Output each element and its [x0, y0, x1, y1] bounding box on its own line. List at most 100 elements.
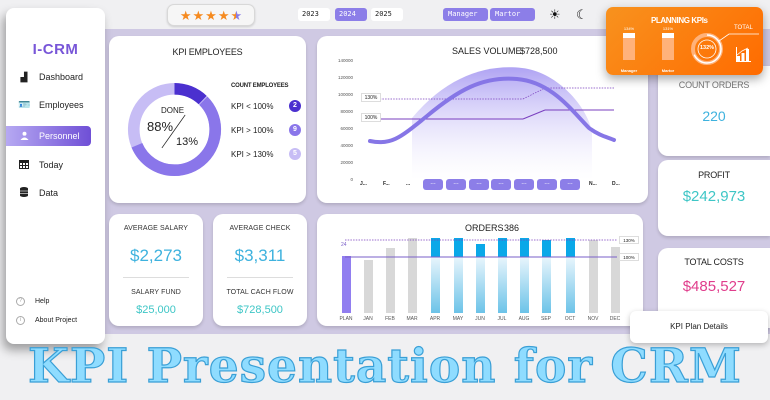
bar-chart-icon[interactable]	[736, 47, 752, 62]
x-label: PLAN	[339, 316, 353, 322]
legend-label: KPI > 100%	[231, 125, 274, 135]
sidebar-item-dashboard[interactable]: ▟ Dashboard	[6, 67, 91, 87]
count-badge: 9	[289, 124, 301, 136]
sales-title: SALES VOLUME	[452, 46, 522, 56]
y-tick: 20000	[340, 160, 353, 165]
sidebar-item-label: Employees	[39, 100, 84, 110]
kpi-donut-chart: DONE 88% 13%	[126, 81, 223, 178]
x-label: MAY	[452, 316, 464, 322]
sidebar: I-CRM ▟ Dashboard 🪪 Employees Personnel …	[6, 8, 105, 344]
about-project-link[interactable]: i About Project	[16, 316, 77, 325]
orders-title: ORDERS	[465, 223, 504, 233]
y-tick: 0	[350, 177, 353, 182]
legend-label: KPI < 100%	[231, 101, 274, 111]
count-badge: 2	[289, 100, 301, 112]
line-100-label: 100%	[361, 113, 381, 122]
legend-kpi-over-100: KPI > 100% 9	[231, 124, 301, 136]
line-130-label: 130%	[619, 236, 639, 244]
year-2024-button[interactable]: 2024	[335, 8, 367, 21]
x-label: OCT	[564, 316, 576, 322]
role-manager-button[interactable]: Manager	[443, 8, 488, 21]
info-icon: i	[16, 316, 25, 325]
y-tick: 80000	[340, 109, 353, 114]
month-button[interactable]: ---	[446, 179, 466, 190]
year-2025-button[interactable]: 2025	[371, 8, 403, 21]
month-button[interactable]: ---	[491, 179, 511, 190]
line-130-label: 130%	[361, 93, 381, 102]
x-label: APR	[429, 316, 441, 322]
role-martor-button[interactable]: Martor	[490, 8, 535, 21]
planning-title: PLANNING KPIs	[651, 16, 708, 25]
manager-pct: 134%	[623, 26, 635, 31]
star-icon: ★	[205, 7, 217, 23]
metric-label: COUNT ORDERS	[678, 80, 750, 90]
other-percent: 13%	[176, 136, 199, 148]
metric-sub-label: SALARY FUND	[131, 289, 181, 296]
metric-value: $485,527	[682, 278, 746, 295]
martor-bar	[662, 33, 674, 60]
y-tick: 100000	[337, 92, 353, 97]
martor-label: Martor	[661, 68, 675, 73]
month-button[interactable]: ---	[423, 179, 443, 190]
sun-icon[interactable]: ☀	[549, 7, 561, 22]
sidebar-item-label: Today	[39, 160, 64, 170]
count-orders-card: COUNT ORDERS 220	[658, 66, 770, 156]
total-label: TOTAL	[734, 25, 753, 31]
done-percent: 88%	[147, 119, 174, 134]
orders-bar-chart	[342, 238, 620, 313]
kpi-plan-details-button[interactable]: KPI Plan Details	[630, 311, 768, 343]
help-label: Help	[35, 298, 50, 305]
month-selector: J... F... ... --- --- --- --- --- --- --…	[355, 179, 640, 191]
count-badge: 5	[289, 148, 301, 160]
y-tick: 140000	[337, 58, 353, 63]
manager-label: Manager	[620, 68, 638, 73]
sidebar-item-label: Data	[39, 188, 59, 198]
month-label[interactable]: ...	[406, 181, 411, 187]
help-link[interactable]: ? Help	[16, 297, 49, 306]
month-label[interactable]: N...	[589, 181, 597, 187]
x-label: MAR	[406, 316, 418, 322]
planning-kpis-panel[interactable]: PLANNING KPIs 134% Manager 131% Martor 1…	[606, 7, 763, 75]
metric-sub-label: TOTAL CACH FLOW	[226, 289, 294, 296]
plan-value-label: 24	[341, 242, 353, 250]
sidebar-item-label: Personnel	[39, 131, 80, 141]
x-label: NOV	[587, 316, 599, 322]
month-button[interactable]: ---	[537, 179, 557, 190]
metric-sub-value: $728,500	[237, 304, 283, 316]
sales-area-chart	[368, 67, 616, 180]
total-ring	[691, 33, 723, 65]
sidebar-item-data[interactable]: Data	[6, 183, 91, 203]
x-label: JUN	[475, 316, 485, 322]
user-icon	[18, 131, 30, 142]
month-button[interactable]: ---	[514, 179, 534, 190]
total-pct: 132%	[699, 45, 715, 51]
x-label: JUL	[497, 316, 507, 322]
sidebar-item-personnel[interactable]: Personnel	[6, 126, 91, 146]
help-icon: ?	[16, 297, 25, 306]
month-label[interactable]: J...	[360, 181, 367, 187]
sales-volume-card: SALES VOLUME $728,500 140000 120000 1000…	[317, 36, 648, 203]
month-label[interactable]: D...	[612, 181, 620, 187]
martor-pct: 131%	[662, 26, 674, 31]
moon-icon[interactable]: ☾	[576, 7, 588, 22]
month-button[interactable]: ---	[560, 179, 580, 190]
database-icon	[18, 187, 30, 199]
month-button[interactable]: ---	[469, 179, 489, 190]
done-label: DONE	[161, 106, 185, 115]
x-label: AUG	[518, 316, 530, 322]
divider	[227, 277, 293, 278]
rating-stars[interactable]: ★ ★ ★ ★ ★	[167, 4, 255, 26]
average-salary-card: AVERAGE SALARY $2,273 SALARY FUND $25,00…	[109, 214, 203, 326]
metric-label: PROFIT	[698, 170, 730, 180]
metric-label: AVERAGE SALARY	[123, 225, 189, 232]
month-label[interactable]: F...	[383, 181, 390, 187]
sales-total: $728,500	[520, 46, 558, 56]
x-label: JAN	[363, 316, 373, 322]
sidebar-item-today[interactable]: Today	[6, 155, 91, 175]
y-tick: 120000	[337, 75, 353, 80]
sidebar-item-employees[interactable]: 🪪 Employees	[6, 95, 91, 115]
year-2023-button[interactable]: 2023	[298, 8, 330, 21]
logo: I-CRM	[32, 41, 79, 58]
y-tick: 60000	[340, 126, 353, 131]
metric-value: $242,973	[682, 188, 746, 205]
